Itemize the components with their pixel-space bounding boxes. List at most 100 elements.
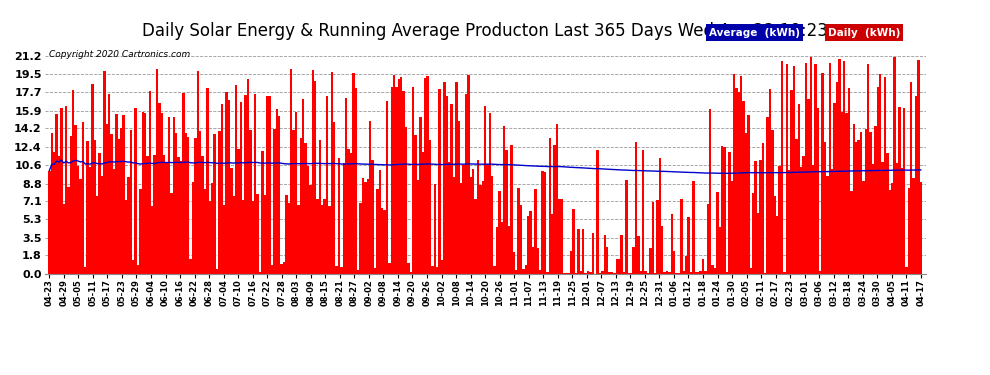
Bar bbox=[376, 189, 378, 274]
Bar bbox=[733, 74, 736, 274]
Bar bbox=[307, 166, 309, 274]
Bar bbox=[716, 192, 719, 274]
Bar bbox=[460, 183, 462, 274]
Bar bbox=[258, 272, 261, 274]
Bar bbox=[489, 112, 491, 274]
Bar bbox=[412, 87, 415, 274]
Bar bbox=[491, 176, 493, 274]
Bar bbox=[324, 198, 326, 274]
Bar bbox=[673, 251, 675, 274]
Bar bbox=[147, 156, 148, 274]
Bar bbox=[469, 177, 472, 274]
Bar bbox=[240, 102, 243, 274]
Bar bbox=[843, 61, 845, 274]
Bar bbox=[548, 138, 551, 274]
Bar bbox=[769, 89, 771, 274]
Bar bbox=[749, 268, 752, 274]
Bar bbox=[444, 82, 446, 274]
Bar bbox=[493, 266, 496, 274]
Bar bbox=[580, 271, 582, 274]
Bar bbox=[714, 268, 716, 274]
Bar bbox=[427, 76, 429, 274]
Bar bbox=[690, 272, 692, 274]
Bar bbox=[254, 94, 256, 274]
Bar bbox=[807, 99, 810, 274]
Bar bbox=[247, 79, 249, 274]
Bar bbox=[889, 190, 891, 274]
Bar bbox=[204, 189, 206, 274]
Bar bbox=[211, 183, 214, 274]
Bar bbox=[263, 195, 266, 274]
Bar bbox=[462, 165, 464, 274]
Bar bbox=[153, 155, 155, 274]
Bar bbox=[824, 142, 827, 274]
Bar bbox=[434, 184, 436, 274]
Bar bbox=[721, 146, 724, 274]
Bar bbox=[525, 265, 527, 274]
Bar bbox=[553, 144, 555, 274]
Bar bbox=[417, 180, 419, 274]
Bar bbox=[910, 82, 913, 274]
Bar bbox=[836, 82, 839, 274]
Bar bbox=[209, 201, 211, 274]
Bar bbox=[613, 273, 616, 274]
Bar bbox=[876, 87, 879, 274]
Bar bbox=[896, 164, 898, 274]
Bar bbox=[349, 153, 352, 274]
Bar bbox=[280, 264, 283, 274]
Bar bbox=[719, 226, 721, 274]
Bar bbox=[261, 152, 263, 274]
Bar bbox=[140, 189, 142, 274]
Bar bbox=[776, 216, 778, 274]
Bar bbox=[773, 196, 776, 274]
Bar bbox=[79, 180, 81, 274]
Bar bbox=[101, 176, 103, 274]
Bar bbox=[388, 263, 390, 274]
Bar bbox=[297, 205, 300, 274]
Bar bbox=[216, 269, 218, 274]
Bar bbox=[903, 108, 905, 274]
Bar bbox=[361, 178, 364, 274]
Bar bbox=[685, 256, 687, 274]
Bar bbox=[218, 130, 221, 274]
Bar bbox=[55, 114, 57, 274]
Bar bbox=[786, 64, 788, 274]
Bar bbox=[558, 199, 560, 274]
Bar bbox=[206, 88, 209, 274]
Bar bbox=[319, 140, 321, 274]
Bar bbox=[649, 248, 651, 274]
Bar bbox=[736, 88, 738, 274]
Bar bbox=[235, 85, 238, 274]
Bar bbox=[695, 272, 697, 274]
Bar bbox=[354, 88, 357, 274]
Bar bbox=[168, 117, 170, 274]
Bar bbox=[654, 273, 656, 274]
Bar bbox=[331, 72, 333, 274]
Bar bbox=[151, 206, 153, 274]
Bar bbox=[452, 177, 455, 274]
Bar bbox=[287, 202, 290, 274]
Bar bbox=[535, 189, 537, 274]
Bar bbox=[464, 94, 467, 274]
Bar bbox=[747, 116, 749, 274]
Bar bbox=[905, 267, 908, 274]
Bar bbox=[781, 61, 783, 274]
Bar bbox=[275, 109, 278, 274]
Bar bbox=[230, 168, 233, 274]
Bar bbox=[886, 153, 889, 274]
Bar bbox=[378, 170, 381, 274]
Bar bbox=[656, 200, 658, 274]
Bar bbox=[551, 214, 553, 274]
Bar bbox=[601, 271, 604, 274]
Bar bbox=[271, 265, 273, 274]
Bar bbox=[103, 71, 106, 274]
Bar bbox=[407, 262, 410, 274]
Bar bbox=[60, 108, 62, 274]
Bar bbox=[292, 130, 295, 274]
Bar bbox=[369, 121, 371, 274]
Bar bbox=[570, 251, 572, 274]
Bar bbox=[898, 107, 901, 274]
Bar bbox=[864, 129, 867, 274]
Bar bbox=[666, 271, 668, 274]
Text: Average  (kWh): Average (kWh) bbox=[709, 27, 800, 38]
